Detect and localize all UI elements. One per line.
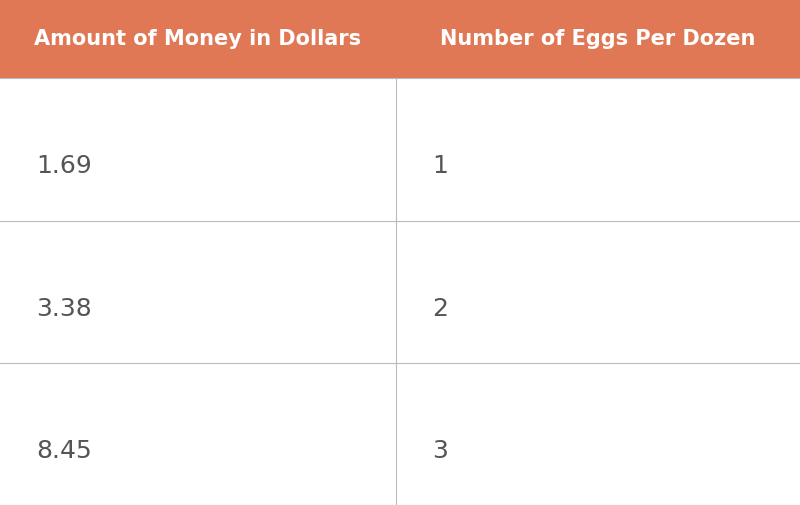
Text: 2: 2 <box>432 297 448 321</box>
Bar <box>396 221 800 363</box>
Bar <box>0 78 396 221</box>
Bar <box>396 78 800 221</box>
Text: 1.69: 1.69 <box>36 155 92 178</box>
Text: 3.38: 3.38 <box>36 297 92 321</box>
Text: 3: 3 <box>432 439 448 463</box>
Bar <box>0 0 396 78</box>
Text: Number of Eggs Per Dozen: Number of Eggs Per Dozen <box>440 29 756 49</box>
Bar <box>0 221 396 363</box>
Text: Amount of Money in Dollars: Amount of Money in Dollars <box>34 29 362 49</box>
Text: 1: 1 <box>432 155 448 178</box>
Bar <box>0 363 396 505</box>
Text: 8.45: 8.45 <box>36 439 92 463</box>
Bar <box>396 0 800 78</box>
Bar <box>396 363 800 505</box>
